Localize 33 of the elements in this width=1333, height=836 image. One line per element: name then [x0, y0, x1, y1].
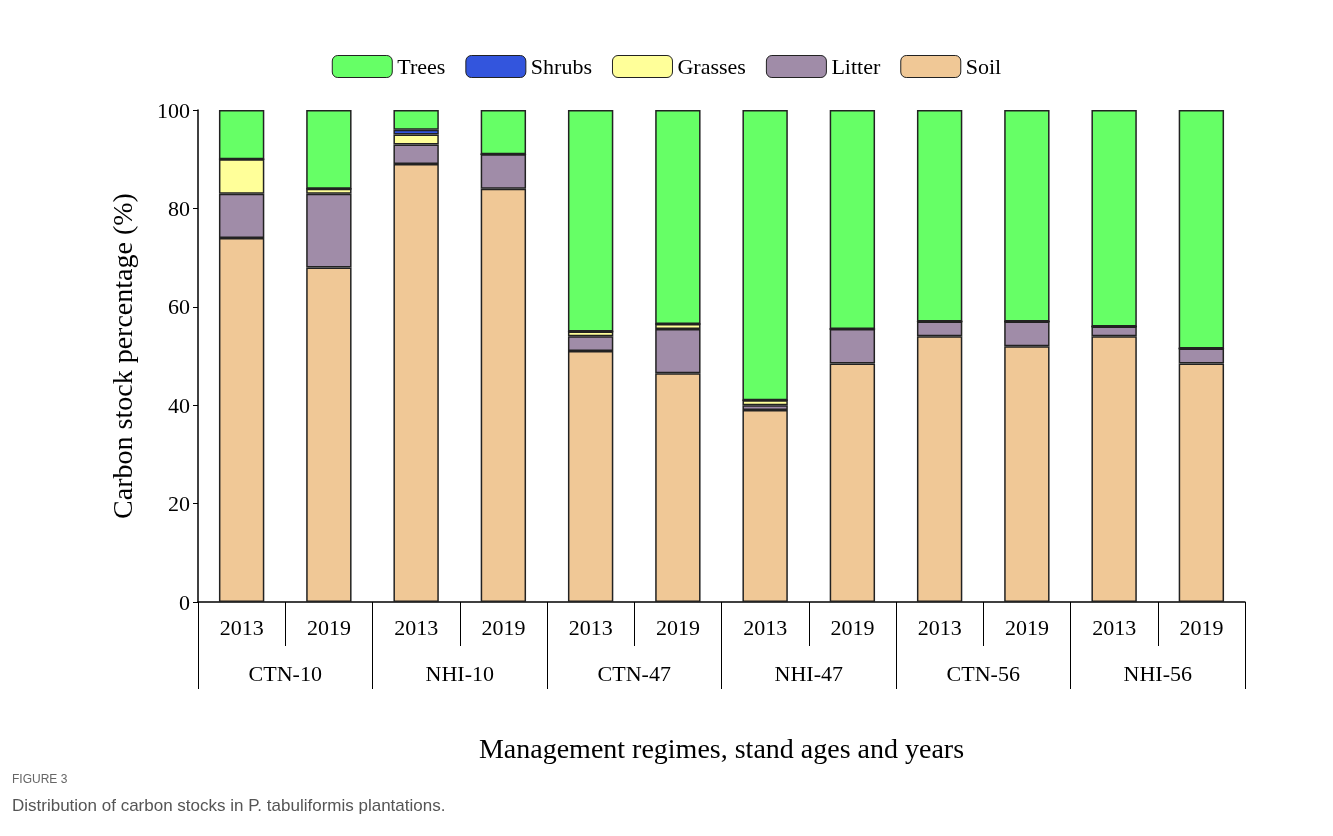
- legend-label: Grasses: [677, 54, 746, 79]
- y-tick-label: 0: [179, 589, 190, 615]
- y-tick-label: 40: [168, 392, 190, 418]
- caption: FIGURE 3: [12, 772, 68, 786]
- text: CTN-56: [946, 660, 1020, 686]
- text: Distribution of carbon stocks in P. tabuliformis plantations.: [12, 796, 446, 815]
- x-tick-label: 2013: [743, 614, 788, 640]
- x-tick-label: 2013: [568, 614, 613, 640]
- y-tick-label: 20: [168, 491, 190, 517]
- x-tick-label: 2019: [830, 614, 875, 640]
- x-tick-label: 2013: [219, 614, 264, 640]
- y-tick-label: 80: [168, 195, 190, 221]
- legend-label: Shrubs: [530, 54, 592, 79]
- x-tick-label: 2019: [1179, 614, 1224, 640]
- x-tick-label: 2019: [481, 614, 526, 640]
- text: NHI-56: [1123, 660, 1192, 686]
- x-tick-label: 2019: [655, 614, 700, 640]
- y-axis-title: Carbon stock percentage (%): [106, 193, 138, 519]
- text: CTN-10: [248, 660, 322, 686]
- x-tick-label: 2013: [394, 614, 439, 640]
- text: NHI-47: [774, 660, 843, 686]
- legend-label: Trees: [397, 54, 446, 79]
- text: CTN-47: [597, 660, 671, 686]
- text: NHI-10: [425, 660, 494, 686]
- x-tick-label: 2013: [917, 614, 962, 640]
- legend-label: Litter: [831, 54, 881, 79]
- x-tick-label: 2013: [1092, 614, 1137, 640]
- x-tick-label: 2019: [1004, 614, 1049, 640]
- x-tick-label: 2019: [306, 614, 351, 640]
- legend-label: Soil: [965, 54, 1002, 79]
- y-tick-label: 100: [157, 97, 190, 123]
- y-tick-label: 60: [168, 294, 190, 320]
- x-axis-title: Management regimes, stand ages and years: [478, 732, 965, 764]
